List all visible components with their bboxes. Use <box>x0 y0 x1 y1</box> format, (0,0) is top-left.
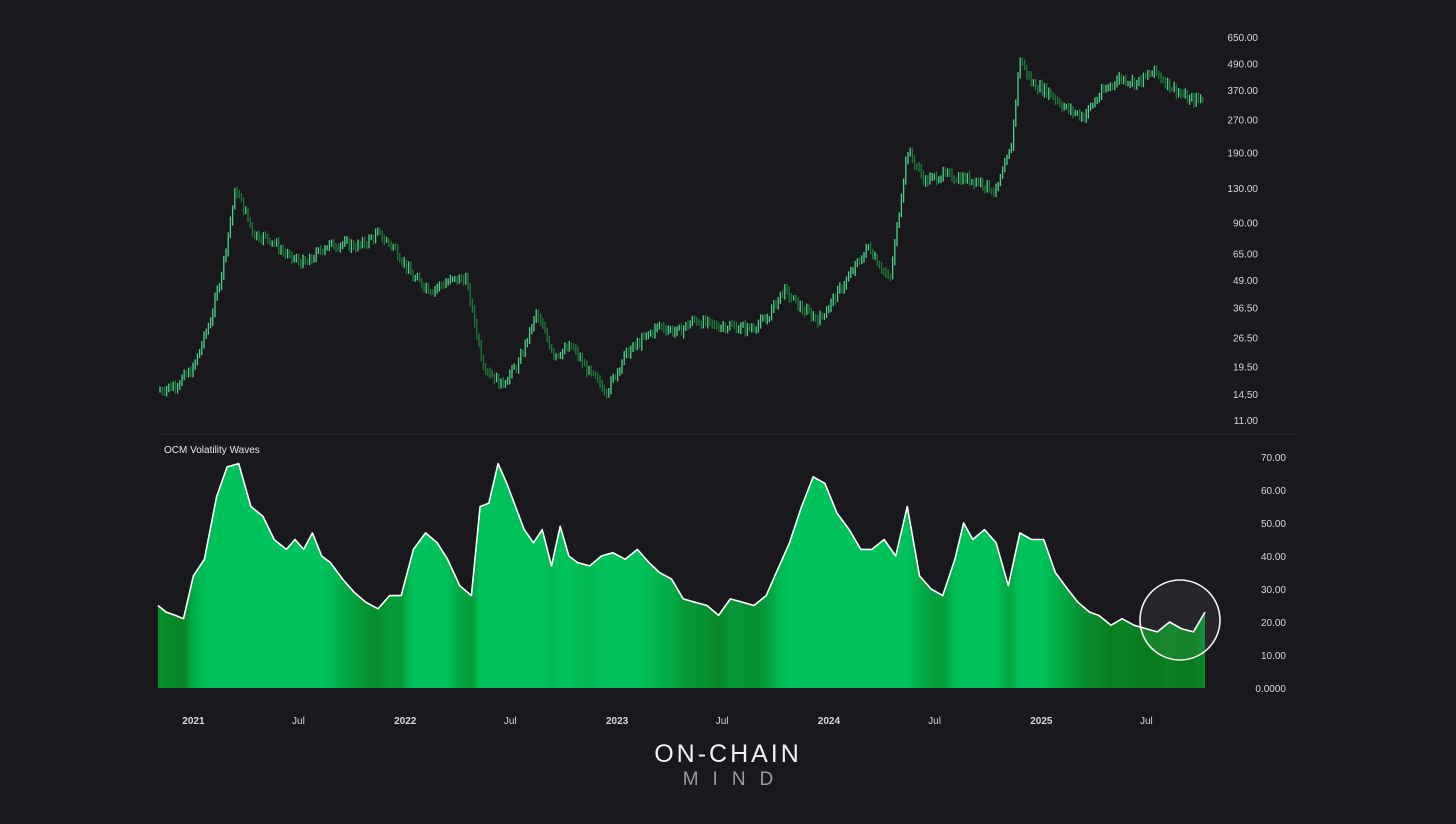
x-tick-label: 2025 <box>1030 716 1053 727</box>
price-tick-label: 190.00 <box>1227 149 1258 160</box>
price-tick-label: 11.00 <box>1234 416 1259 427</box>
volatility-pane-title: OCM Volatility Waves <box>164 445 260 456</box>
logo-mind: MIND <box>682 769 788 790</box>
logo-on-chain: ON-CHAIN <box>654 740 802 768</box>
price-y-axis: 650.00 490.00 370.00 270.00 190.00 130.00 90.0… <box>1227 33 1258 427</box>
volatility-tick-label: 20.00 <box>1261 618 1286 629</box>
volatility-tick-label: 0.0000 <box>1255 684 1286 695</box>
highlight-circle <box>1139 579 1221 661</box>
x-tick-label: 2023 <box>606 716 629 727</box>
price-tick-label: 650.00 <box>1227 33 1258 44</box>
volatility-area <box>158 463 1205 688</box>
price-pane <box>159 57 1204 399</box>
x-tick-label: 2022 <box>394 716 417 727</box>
x-tick-label: Jul <box>716 716 729 727</box>
x-tick-label: Jul <box>928 716 941 727</box>
price-tick-label: 49.00 <box>1233 276 1258 287</box>
volatility-tick-label: 30.00 <box>1261 585 1286 596</box>
price-tick-label: 490.00 <box>1227 60 1258 71</box>
price-tick-label: 26.50 <box>1233 333 1258 344</box>
volatility-tick-label: 50.00 <box>1261 519 1286 530</box>
volatility-y-axis: 70.00 60.00 50.00 40.00 30.00 20.00 10.00 0.000… <box>1255 453 1286 695</box>
x-tick-label: 2024 <box>818 716 841 727</box>
volatility-tick-label: 10.00 <box>1261 651 1286 662</box>
price-tick-label: 130.00 <box>1227 184 1258 195</box>
x-tick-label: Jul <box>504 716 517 727</box>
volatility-pane <box>157 462 1221 688</box>
price-tick-label: 14.50 <box>1233 390 1258 401</box>
price-tick-label: 19.50 <box>1233 362 1258 373</box>
volatility-outline <box>157 462 1206 633</box>
volatility-tick-label: 40.00 <box>1261 552 1286 563</box>
price-tick-label: 370.00 <box>1227 86 1258 97</box>
price-tick-label: 36.50 <box>1233 303 1258 314</box>
price-tick-label: 270.00 <box>1227 116 1258 127</box>
price-tick-label: 65.00 <box>1233 249 1258 260</box>
time-x-axis: 2021 Jul 2022 Jul 2023 Jul 2024 Jul 2025 Jul <box>182 716 1153 727</box>
x-tick-label: Jul <box>1140 716 1153 727</box>
price-tick-label: 90.00 <box>1233 219 1258 230</box>
x-tick-label: 2021 <box>182 716 205 727</box>
volatility-tick-label: 60.00 <box>1261 486 1286 497</box>
x-tick-label: Jul <box>292 716 305 727</box>
volatility-tick-label: 70.00 <box>1261 453 1286 464</box>
